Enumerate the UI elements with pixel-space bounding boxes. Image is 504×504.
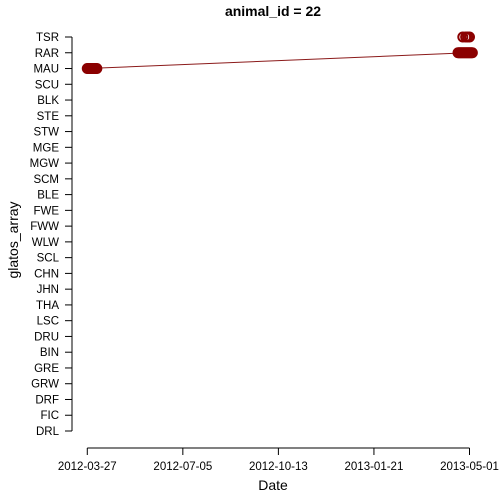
y-tick-label: GRW: [31, 379, 59, 391]
x-tick-label: 2012-07-05: [153, 461, 212, 473]
y-tick-label: SCU: [35, 79, 59, 91]
y-tick-label: WLW: [32, 237, 59, 249]
y-tick-label: THA: [36, 300, 59, 312]
y-tick-label: SCL: [37, 253, 60, 265]
y-tick-label: DRL: [36, 426, 60, 438]
x-axis-title: Date: [258, 477, 288, 493]
y-tick-label: BLK: [37, 95, 59, 107]
y-tick-label: SCM: [33, 174, 59, 186]
y-axis-title: glatos_array: [5, 201, 21, 278]
x-tick-label: 2012-03-27: [58, 461, 117, 473]
y-tick-label: MGE: [33, 142, 60, 154]
y-tick-label: GRE: [34, 363, 59, 375]
x-axis: 2012-03-27 2012-07-05 2012-10-13 2013-01-21…: [58, 447, 499, 473]
y-tick-label: MAU: [33, 64, 59, 76]
detection-point: [463, 31, 475, 43]
y-tick-label: JHN: [37, 284, 59, 296]
y-tick-label: DRU: [34, 331, 59, 343]
x-tick-label: 2013-05-01: [440, 461, 499, 473]
y-tick-label: BIN: [40, 347, 59, 359]
x-tick-label: 2012-10-13: [249, 461, 308, 473]
y-tick-label: MGW: [30, 158, 60, 170]
y-tick-label: FWW: [30, 221, 59, 233]
series-detections: [81, 31, 478, 75]
y-tick-label: TSR: [36, 32, 59, 44]
y-tick-label: DRF: [35, 394, 59, 406]
y-tick-label: FIC: [40, 410, 59, 422]
chart-title: animal_id = 22: [225, 3, 321, 19]
series-line: [87, 52, 468, 69]
y-tick-label: STW: [33, 127, 59, 139]
y-tick-label: CHN: [34, 268, 59, 280]
y-tick-label: LSC: [37, 316, 59, 328]
y-tick-label: STE: [37, 111, 60, 123]
y-tick-label: RAR: [35, 48, 59, 60]
x-tick-label: 2013-01-21: [345, 461, 404, 473]
y-tick-label: BLE: [37, 190, 59, 202]
y-tick-label: FWE: [33, 205, 59, 217]
y-axis: DRL FIC DRF GRW GRE BIN DRU LSC THA JHN CHN SCL WLW F…: [30, 32, 73, 438]
detection-point: [91, 63, 103, 75]
detection-point: [466, 47, 478, 59]
